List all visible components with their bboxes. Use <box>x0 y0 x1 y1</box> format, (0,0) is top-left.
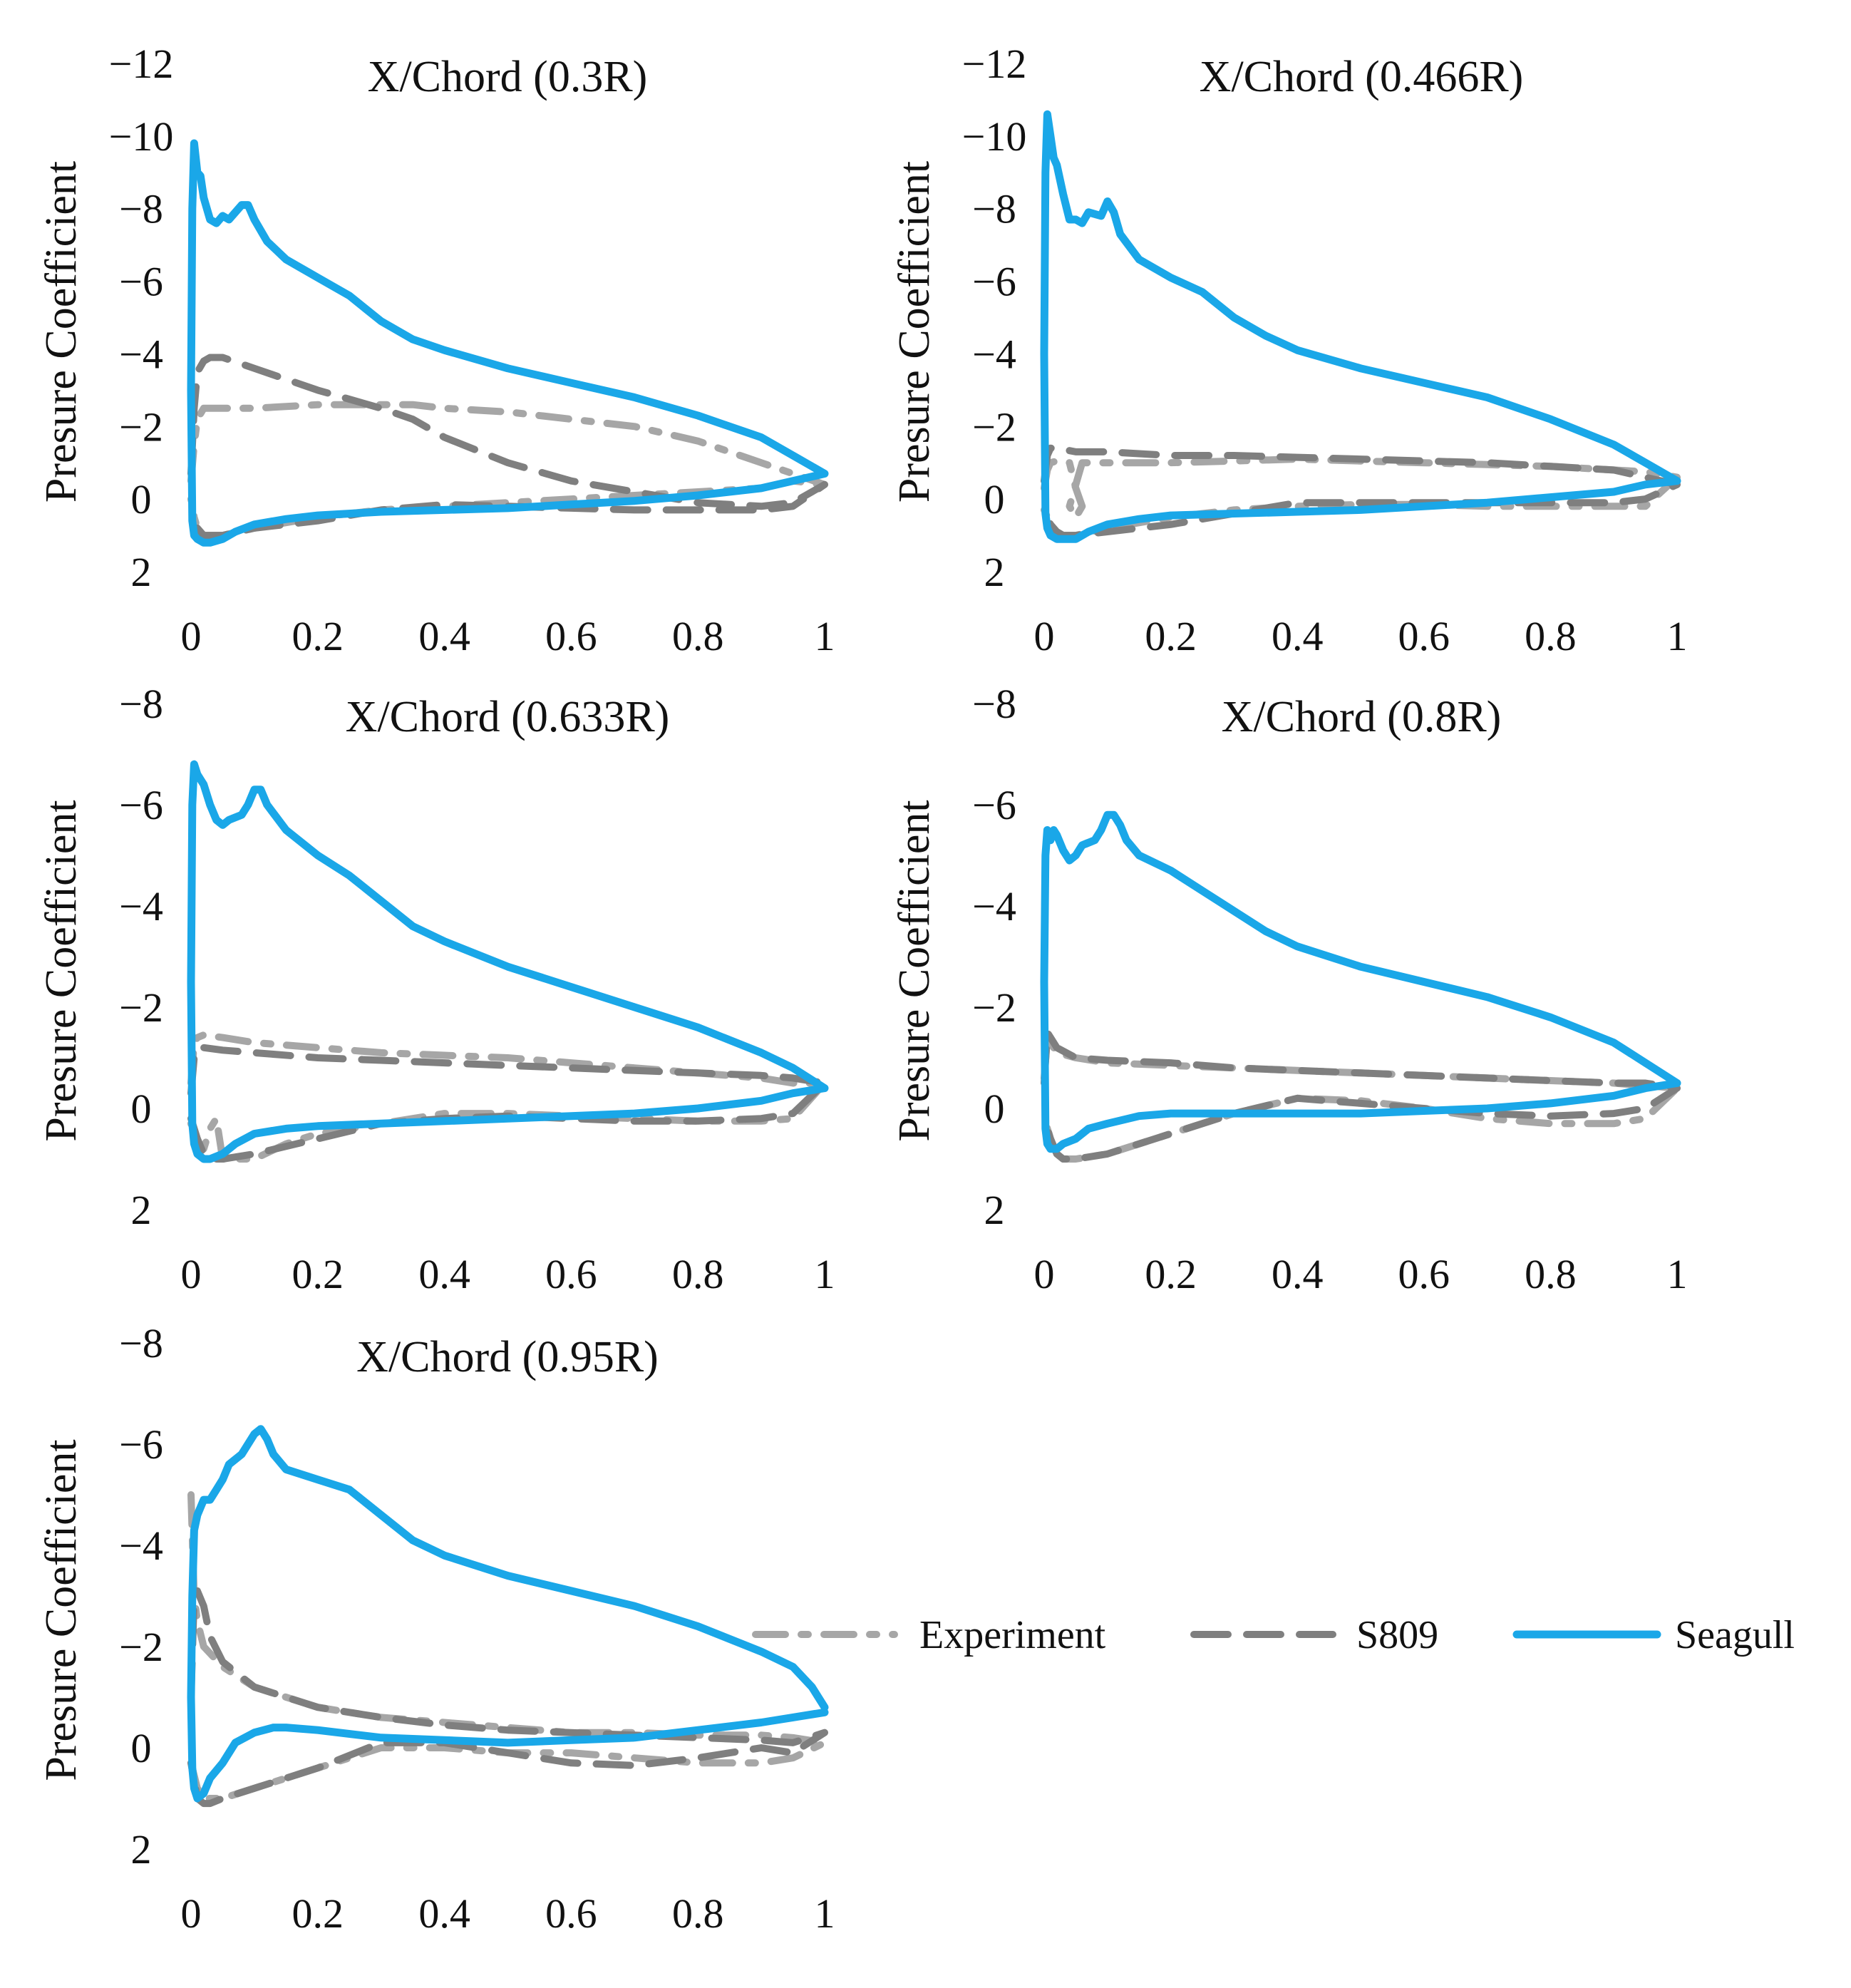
x-tick-label: 0 <box>181 613 202 659</box>
y-tick-label: −4 <box>972 883 1016 929</box>
y-axis-label: Presure Coefficient <box>37 800 86 1141</box>
y-axis-label: Presure Coefficient <box>37 1439 86 1781</box>
y-tick-label: −6 <box>972 259 1016 305</box>
chart-title: X/Chord (0.8R) <box>1222 693 1502 741</box>
y-tick-label: −2 <box>119 403 163 450</box>
x-tick-label: 0.4 <box>418 1251 470 1297</box>
y-tick-label: −6 <box>119 259 163 305</box>
x-tick-label: 1 <box>815 613 835 659</box>
y-tick-label: −12 <box>962 41 1027 87</box>
y-axis-label: Presure Coefficient <box>890 800 939 1141</box>
x-tick-label: 0.6 <box>545 613 597 659</box>
legend: Experiment S809 Seagull <box>752 1613 1795 1657</box>
y-tick-label: −8 <box>119 681 163 727</box>
y-tick-label: −8 <box>972 186 1016 232</box>
chart-title: X/Chord (0.633R) <box>346 693 670 741</box>
x-tick-label: 0.4 <box>1272 613 1324 659</box>
x-tick-label: 0.2 <box>1145 613 1197 659</box>
y-tick-label: −10 <box>962 113 1027 160</box>
chart-panel-5: X/Chord (0.95R) Presure Coefficient −8 −6 −4… <box>37 1320 835 1937</box>
x-tick-label: 0.6 <box>545 1890 597 1937</box>
y-tick-label: −2 <box>119 1624 163 1670</box>
x-tick-label: 1 <box>815 1890 835 1937</box>
y-tick-label: 0 <box>984 476 1005 522</box>
series-line-s809 <box>187 354 828 540</box>
x-tick-label: 0.8 <box>1525 1251 1577 1297</box>
legend-label-experiment: Experiment <box>919 1613 1106 1657</box>
x-tick-label: 0.8 <box>672 1890 724 1937</box>
y-tick-label: −8 <box>119 1320 163 1366</box>
y-tick-label: 2 <box>984 549 1005 595</box>
y-tick-label: −6 <box>119 1421 163 1468</box>
legend-label-s809: S809 <box>1356 1613 1438 1657</box>
y-tick-label: −8 <box>972 681 1016 727</box>
chart-panel-3: X/Chord (0.633R) Presure Coefficient −8 −6 −… <box>37 681 835 1297</box>
y-tick-label: 0 <box>984 1086 1005 1132</box>
x-tick-label: 0.6 <box>1398 1251 1450 1297</box>
y-tick-label: −8 <box>119 186 163 232</box>
series-line-seagull <box>187 760 829 1163</box>
x-tick-label: 0 <box>1034 1251 1055 1297</box>
series-line-seagull <box>1040 110 1681 543</box>
y-tick-label: 2 <box>131 549 152 595</box>
series-line-seagull <box>187 139 829 547</box>
x-tick-label: 0 <box>1034 613 1055 659</box>
x-tick-label: 1 <box>815 1251 835 1297</box>
y-tick-label: −10 <box>109 113 174 160</box>
chart-panel-1: X/Chord (0.3R) Presure Coefficient −12 −10 −… <box>37 41 835 659</box>
chart-title: X/Chord (0.95R) <box>356 1333 659 1381</box>
x-tick-label: 0.2 <box>292 1890 344 1937</box>
y-tick-label: 2 <box>984 1187 1005 1233</box>
chart-panel-4: X/Chord (0.8R) Presure Coefficient −8 −6 −4 −… <box>890 681 1688 1297</box>
chart-panel-2: X/Chord (0.466R) Presure Coefficient −12 −1… <box>890 41 1688 659</box>
chart-title: X/Chord (0.3R) <box>368 53 648 101</box>
y-axis-label: Presure Coefficient <box>890 161 939 503</box>
series-line-s809 <box>1041 1029 1681 1163</box>
y-tick-label: −2 <box>972 984 1016 1031</box>
x-tick-label: 0.6 <box>1398 613 1450 659</box>
series-line-seagull <box>187 1425 829 1803</box>
x-tick-label: 0 <box>181 1890 202 1937</box>
x-tick-label: 0.6 <box>545 1251 597 1297</box>
x-tick-label: 0.8 <box>672 1251 724 1297</box>
legend-label-seagull: Seagull <box>1675 1613 1795 1657</box>
y-tick-label: −4 <box>972 331 1016 377</box>
x-tick-label: 0.8 <box>1525 613 1577 659</box>
y-tick-label: 0 <box>131 1086 152 1132</box>
y-tick-label: −4 <box>119 883 163 929</box>
x-tick-label: 0.4 <box>418 613 470 659</box>
series-line-s809 <box>187 1587 828 1808</box>
y-tick-label: 0 <box>131 476 152 522</box>
series-line-s809 <box>187 1044 828 1163</box>
y-tick-label: −2 <box>119 984 163 1031</box>
x-tick-label: 0.4 <box>1272 1251 1324 1297</box>
y-tick-label: −6 <box>972 782 1016 828</box>
x-tick-label: 1 <box>1667 613 1688 659</box>
x-tick-label: 1 <box>1667 1251 1688 1297</box>
y-tick-label: −2 <box>972 403 1016 450</box>
y-tick-label: −4 <box>119 331 163 377</box>
y-tick-label: −4 <box>119 1523 163 1569</box>
x-tick-label: 0.2 <box>1145 1251 1197 1297</box>
y-tick-label: −6 <box>119 782 163 828</box>
y-tick-label: −12 <box>109 41 174 87</box>
x-tick-label: 0.4 <box>418 1890 470 1937</box>
y-tick-label: 0 <box>131 1725 152 1771</box>
x-tick-label: 0 <box>181 1251 202 1297</box>
x-tick-label: 0.2 <box>292 1251 344 1297</box>
y-axis-label: Presure Coefficient <box>37 161 86 503</box>
chart-title: X/Chord (0.466R) <box>1200 53 1524 101</box>
y-tick-label: 2 <box>131 1187 152 1233</box>
y-tick-label: 2 <box>131 1826 152 1873</box>
series-line-seagull <box>1040 810 1681 1153</box>
x-tick-label: 0.2 <box>292 613 344 659</box>
x-tick-label: 0.8 <box>672 613 724 659</box>
